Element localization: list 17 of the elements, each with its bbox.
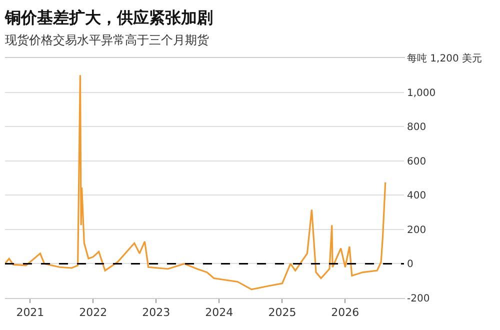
x-tick-label: 2026 (331, 306, 360, 320)
y-tick-label: 200 (407, 224, 426, 236)
line-series (5, 74, 386, 290)
y-tick-label: 400 (407, 190, 426, 202)
x-tick-label: 2022 (79, 306, 108, 320)
y-tick-label: 每吨 1,200 美元 (407, 52, 482, 64)
x-tick-label: 2023 (142, 306, 170, 320)
y-tick-label: 0 (407, 259, 414, 270)
x-tick-label: 2025 (268, 306, 296, 320)
y-tick-label: 1,000 (407, 88, 436, 99)
y-tick-label: 800 (407, 122, 426, 134)
y-tick-label: -200 (407, 294, 430, 304)
chart-title: 铜价基差扩大，供应紧张加剧 (4, 8, 213, 28)
x-tick-label: 2021 (16, 306, 44, 320)
chart-subtitle: 现货价格交易水平异常高于三个月期货 (5, 32, 209, 47)
y-tick-label: 600 (407, 156, 426, 168)
x-tick-label: 2024 (205, 306, 234, 320)
